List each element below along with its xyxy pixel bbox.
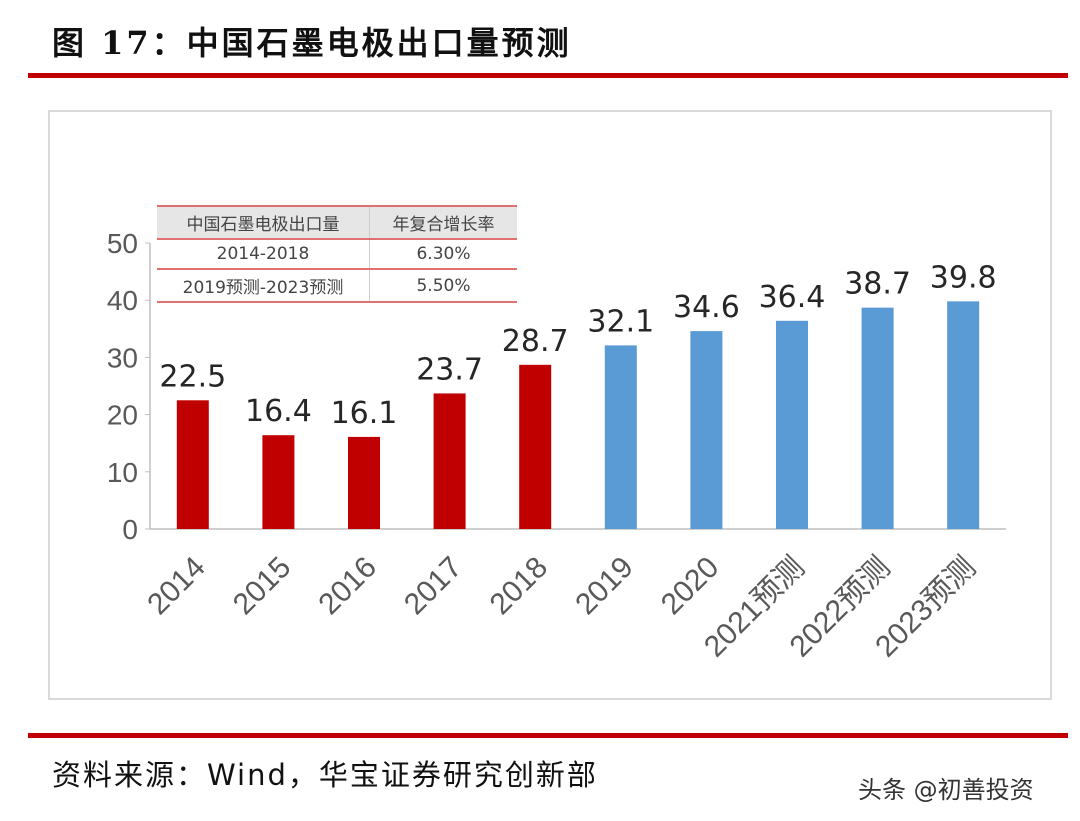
- cagr-header: 中国石墨电极出口量: [157, 205, 370, 239]
- cagr-row: 2019预测-2023预测 5.50%: [157, 268, 517, 303]
- x-tick-label: 2014: [141, 551, 212, 622]
- figure-title: 图 17：中国石墨电极出口量预测: [52, 24, 572, 62]
- bar: [176, 400, 209, 529]
- data-label: 28.7: [502, 324, 569, 359]
- data-label: 23.7: [416, 352, 483, 387]
- source-note: 资料来源：Wind，华宝证券研究创新部: [52, 758, 598, 792]
- bar: [262, 435, 295, 529]
- y-tick-label: 10: [107, 457, 138, 488]
- x-tick-label: 2020: [655, 551, 726, 622]
- bar: [604, 345, 637, 529]
- y-tick-label: 20: [107, 400, 138, 431]
- x-tick-label: 2018: [484, 551, 555, 622]
- chart-frame: [48, 110, 1052, 700]
- bar: [348, 436, 380, 529]
- cagr-header-row: 中国石墨电极出口量 年复合增长率: [157, 205, 517, 239]
- y-tick-label: 40: [107, 285, 138, 316]
- data-label: 16.4: [245, 394, 312, 429]
- cagr-period: 2019预测-2023预测: [157, 268, 370, 303]
- y-tick-label: 30: [107, 342, 138, 373]
- top-divider: [28, 73, 1068, 78]
- data-label: 39.8: [930, 260, 997, 295]
- cagr-period: 2014-2018: [157, 238, 370, 269]
- bottom-divider: [28, 733, 1068, 738]
- bar: [690, 331, 723, 529]
- cagr-row: 2014-2018 6.30%: [157, 238, 517, 269]
- x-tick-label: 2015: [227, 551, 298, 622]
- cagr-value: 6.30%: [369, 238, 517, 269]
- bar: [861, 307, 894, 529]
- x-tick-label: 2016: [312, 551, 383, 622]
- bar: [776, 320, 808, 529]
- cagr-value: 5.50%: [369, 268, 517, 303]
- bar: [433, 393, 466, 529]
- bar: [519, 364, 552, 529]
- x-tick-label: 2017: [398, 551, 469, 622]
- cagr-table: 中国石墨电极出口量 年复合增长率 2014-2018 6.30% 2019预测-…: [157, 205, 517, 303]
- y-tick-label: 50: [107, 228, 138, 259]
- y-tick-label: 0: [122, 514, 138, 545]
- data-label: 22.5: [159, 359, 226, 394]
- data-label: 38.7: [844, 267, 911, 302]
- data-label: 32.1: [587, 304, 654, 339]
- bar: [947, 301, 980, 529]
- watermark: 头条 @初善投资: [858, 776, 1034, 804]
- data-label: 16.1: [331, 396, 398, 431]
- x-tick-label: 2019: [569, 551, 640, 622]
- data-label: 36.4: [759, 280, 826, 315]
- data-label: 34.6: [673, 290, 740, 325]
- cagr-header: 年复合增长率: [369, 205, 517, 239]
